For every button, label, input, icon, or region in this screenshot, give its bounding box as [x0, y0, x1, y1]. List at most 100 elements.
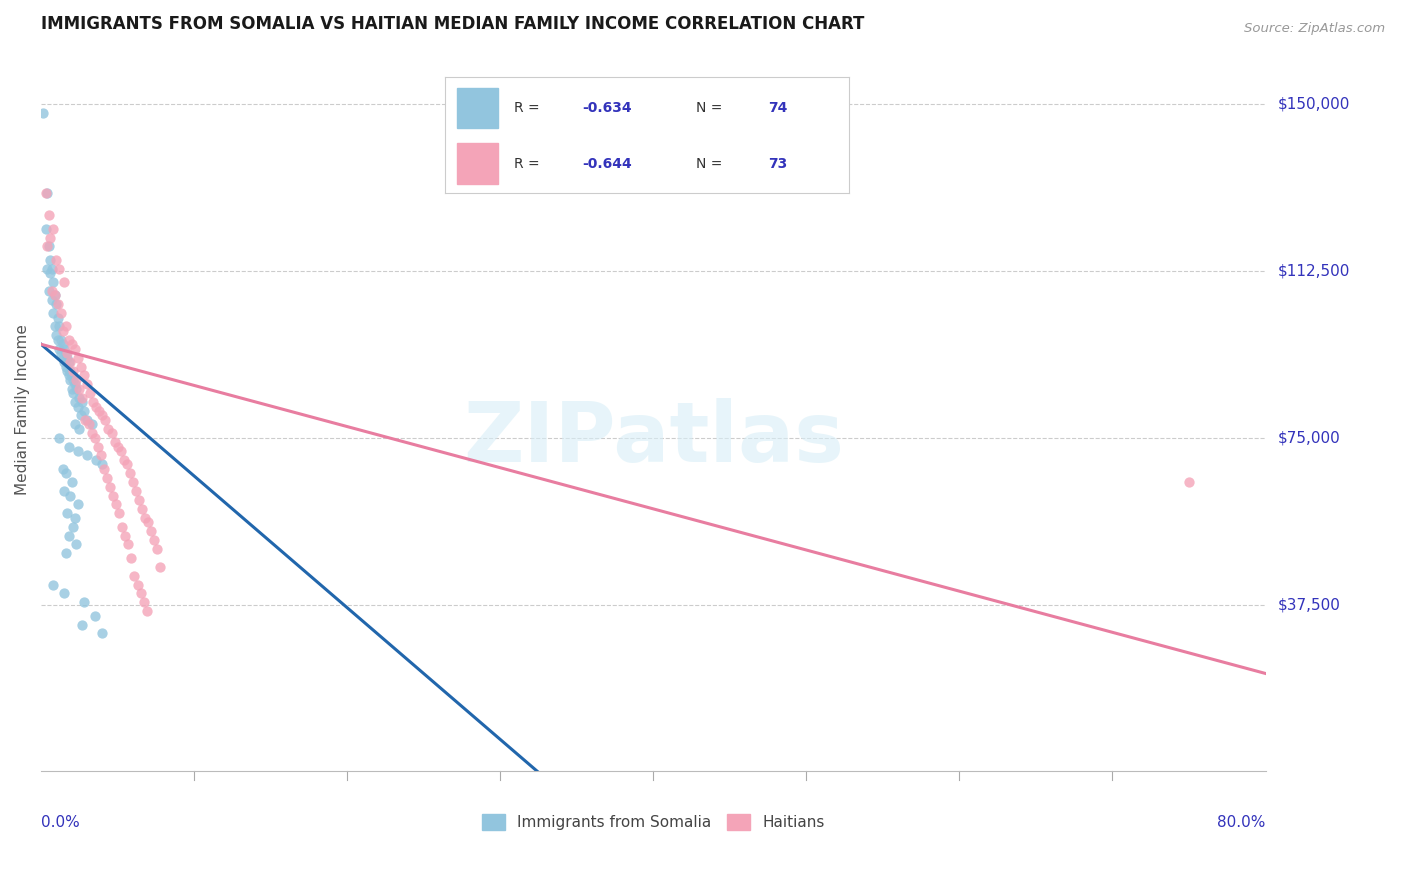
Point: [83, 608, 105, 623]
Point: [35, 221, 58, 235]
Point: [39, 252, 62, 267]
Point: [70, 409, 93, 423]
Point: [44, 288, 66, 302]
Point: [72, 617, 94, 632]
Point: [38, 239, 60, 253]
Point: [60, 368, 83, 383]
Point: [82, 395, 104, 409]
Point: [49, 346, 72, 360]
Point: [143, 533, 166, 547]
Point: [110, 444, 132, 458]
Point: [56, 506, 79, 520]
Point: [89, 404, 111, 418]
Point: [80, 426, 103, 441]
Point: [63, 395, 86, 409]
Point: [56, 364, 79, 378]
Point: [67, 422, 90, 436]
Point: [53, 355, 76, 369]
Point: [66, 351, 89, 365]
Point: [70, 359, 93, 374]
Point: [53, 275, 76, 289]
Point: [41, 284, 63, 298]
Text: 80.0%: 80.0%: [1218, 814, 1265, 830]
Point: [134, 510, 156, 524]
Point: [67, 382, 90, 396]
Point: [73, 368, 96, 383]
Point: [42, 577, 65, 591]
Point: [41, 293, 63, 307]
Point: [37, 261, 59, 276]
Point: [112, 453, 135, 467]
Point: [149, 559, 172, 574]
Point: [55, 467, 77, 481]
Point: [59, 489, 82, 503]
Point: [58, 440, 80, 454]
Point: [37, 186, 59, 200]
Point: [60, 475, 83, 490]
Point: [55, 319, 77, 334]
Point: [60, 382, 83, 396]
Point: [120, 550, 142, 565]
Text: $37,500: $37,500: [1278, 597, 1341, 612]
Point: [42, 221, 65, 235]
Point: [108, 506, 131, 520]
Point: [45, 328, 67, 343]
Point: [63, 377, 86, 392]
Point: [132, 595, 155, 609]
Point: [87, 440, 110, 454]
Point: [56, 351, 79, 365]
Point: [37, 239, 59, 253]
Point: [66, 498, 89, 512]
Point: [67, 391, 90, 405]
Legend: Immigrants from Somalia, Haitians: Immigrants from Somalia, Haitians: [477, 808, 831, 836]
Point: [122, 475, 145, 490]
Point: [128, 493, 150, 508]
Point: [91, 409, 114, 423]
Point: [42, 275, 65, 289]
Point: [46, 333, 69, 347]
Point: [55, 546, 77, 560]
Point: [39, 230, 62, 244]
Point: [66, 444, 89, 458]
Text: $75,000: $75,000: [1278, 430, 1340, 445]
Text: ZIPatlas: ZIPatlas: [463, 399, 844, 479]
Point: [65, 537, 87, 551]
Point: [80, 417, 103, 432]
Y-axis label: Median Family Income: Median Family Income: [15, 325, 30, 495]
Point: [127, 577, 149, 591]
Point: [97, 422, 120, 436]
Point: [44, 288, 66, 302]
Point: [96, 471, 118, 485]
Point: [48, 261, 70, 276]
Point: [48, 431, 70, 445]
Point: [53, 342, 76, 356]
Point: [62, 519, 84, 533]
Point: [129, 586, 152, 600]
Point: [101, 489, 124, 503]
Point: [141, 524, 163, 538]
Point: [91, 626, 114, 640]
Point: [98, 480, 121, 494]
Point: [1178, 475, 1201, 490]
Point: [51, 462, 73, 476]
Point: [59, 355, 82, 369]
Point: [53, 484, 76, 499]
Point: [58, 355, 80, 369]
Point: [77, 417, 100, 432]
Point: [38, 284, 60, 298]
Point: [79, 386, 101, 401]
Point: [63, 342, 86, 356]
Point: [35, 186, 58, 200]
Point: [48, 342, 70, 356]
Point: [48, 319, 70, 334]
Point: [51, 324, 73, 338]
Point: [49, 306, 72, 320]
Point: [111, 519, 134, 533]
Point: [62, 373, 84, 387]
Point: [46, 310, 69, 325]
Point: [84, 453, 107, 467]
Point: [76, 449, 98, 463]
Text: $112,500: $112,500: [1278, 263, 1350, 278]
Point: [73, 404, 96, 418]
Text: 0.0%: 0.0%: [41, 814, 80, 830]
